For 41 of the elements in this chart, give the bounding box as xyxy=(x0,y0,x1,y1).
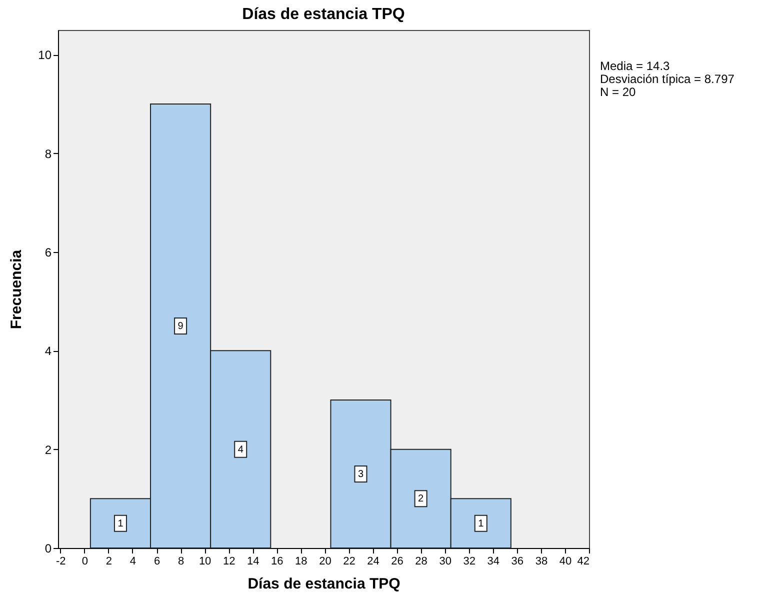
text: N = 20 xyxy=(600,85,637,99)
text: Desviación típica = 8.797 xyxy=(600,72,734,86)
data-label: 1 xyxy=(118,518,124,530)
x-tick-label: 8 xyxy=(178,556,184,568)
x-tick-label: 24 xyxy=(367,556,380,568)
x-tick-label: 6 xyxy=(154,556,160,568)
chart-title: Días de estancia TPQ xyxy=(242,6,405,23)
data-label: 2 xyxy=(418,494,424,505)
x-tick-label: 0 xyxy=(82,556,88,568)
x-tick-label: 10 xyxy=(198,556,212,568)
x-tick-label: 14 xyxy=(246,556,260,568)
x-tick-label: 18 xyxy=(295,556,308,568)
y-tick-label: 0 xyxy=(44,542,52,556)
x-tick-label: 12 xyxy=(222,556,236,568)
x-tick-label: 36 xyxy=(511,556,524,568)
x-tick-label: 30 xyxy=(439,556,452,568)
x-tick-label: 32 xyxy=(463,556,476,568)
x-axis-title: Días de estancia TPQ xyxy=(248,576,401,592)
y-tick-label: 4 xyxy=(44,344,52,358)
x-tick-label: 26 xyxy=(391,556,404,568)
x-tick-label: 16 xyxy=(271,556,284,568)
y-tick-label: 6 xyxy=(44,246,52,260)
y-tick-label: 8 xyxy=(44,146,52,161)
data-label: 1 xyxy=(478,518,484,530)
y-tick-label: 10 xyxy=(38,48,52,62)
x-tick-label: -2 xyxy=(56,556,66,568)
x-tick-label: 2 xyxy=(106,556,112,568)
data-label: 4 xyxy=(238,444,244,456)
y-tick-label: 2 xyxy=(44,442,52,457)
data-label: 3 xyxy=(358,469,364,480)
x-tick-label: 22 xyxy=(343,556,356,568)
x-tick-label: 38 xyxy=(535,556,548,568)
x-tick-label: 20 xyxy=(319,556,332,568)
x-tick-label: 40 xyxy=(559,556,572,568)
data-label: 9 xyxy=(178,321,184,332)
x-tick-label: 42 xyxy=(577,556,590,568)
y-axis-title: Frecuencia xyxy=(8,249,26,330)
text: Media = 14.3 xyxy=(600,59,671,73)
x-tick-label: 28 xyxy=(415,556,428,568)
x-tick-label: 34 xyxy=(487,556,500,568)
x-tick-label: 4 xyxy=(130,556,136,568)
